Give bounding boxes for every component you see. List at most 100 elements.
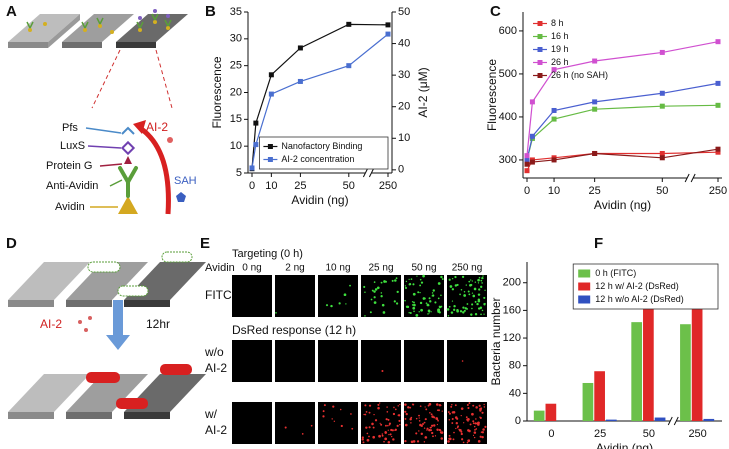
panel-label: B	[205, 3, 216, 20]
point-marker	[551, 67, 557, 73]
cell-dot	[371, 422, 374, 426]
x-axis-label: Avidin (ng)	[291, 193, 348, 207]
cell-dot	[413, 303, 416, 307]
cell-dot	[441, 278, 444, 280]
cell-dot	[484, 425, 487, 428]
cell-dot	[415, 432, 418, 435]
panel-label: E	[200, 235, 210, 252]
cell-dot	[379, 402, 381, 404]
point-marker	[268, 72, 274, 78]
cell-dot	[438, 305, 442, 309]
cell-dot	[479, 435, 482, 438]
micrograph	[361, 340, 401, 382]
cell-dot	[484, 289, 486, 291]
cell-dot	[419, 292, 421, 294]
cell-dot	[456, 309, 459, 313]
cell-dot	[404, 417, 407, 420]
cell-dot	[415, 417, 418, 420]
cell-dot	[331, 418, 333, 420]
micrograph	[232, 275, 272, 317]
x-tick-label: 25	[294, 180, 306, 192]
cell-dot	[462, 306, 465, 309]
cell-dot	[468, 280, 471, 283]
cell-dot	[451, 300, 454, 302]
cell-dot	[431, 292, 434, 294]
legend-marker	[267, 157, 273, 162]
cell-dot	[437, 297, 440, 300]
cell-dot	[387, 429, 389, 431]
ai2-molecule	[167, 137, 173, 143]
cell-dot	[398, 419, 401, 422]
x-tick-label: 0	[524, 185, 530, 197]
pfs-shape	[121, 126, 135, 135]
cell-dot	[481, 435, 484, 439]
cell-dot	[468, 429, 471, 433]
legend-label: 12 h w/ AI-2 (DsRed)	[595, 281, 679, 291]
point-marker	[268, 91, 274, 97]
series-line	[526, 82, 719, 161]
cell-dot	[380, 295, 383, 298]
cell-dot	[397, 405, 399, 407]
cell-dot	[474, 281, 477, 283]
cell-dot	[437, 419, 439, 422]
cell-dot	[376, 286, 380, 290]
cell-dot	[449, 437, 452, 441]
x-tick-label: 50	[643, 428, 655, 440]
cell-dot	[349, 284, 351, 287]
micrograph	[447, 340, 487, 382]
column-label: 2 ng	[285, 263, 304, 274]
bar	[605, 419, 617, 421]
slide	[8, 262, 90, 300]
cell-dot	[388, 434, 390, 436]
cell-dot	[373, 290, 376, 293]
cell-dot	[435, 403, 439, 406]
cell-dot	[466, 303, 469, 305]
cell-dot	[325, 304, 329, 307]
cell-dot	[434, 435, 437, 437]
cell-dot	[434, 301, 437, 304]
cell-dot	[377, 406, 380, 410]
legend-swatch	[578, 295, 591, 304]
cell-dot	[374, 288, 378, 291]
cell-dot	[471, 307, 473, 310]
cell-dot	[438, 409, 440, 412]
point-marker	[524, 161, 530, 167]
cell-dot	[483, 296, 486, 299]
bar	[545, 403, 557, 421]
cell-dot	[363, 285, 366, 288]
y-tick-label: 35	[230, 6, 242, 18]
x-tick-label: 25	[589, 185, 601, 197]
cell-dot	[405, 280, 408, 283]
y-tick-label: 200	[503, 277, 521, 289]
point-marker	[551, 157, 557, 163]
point-marker	[715, 146, 721, 152]
legend-frame	[258, 136, 389, 170]
cell-dot	[438, 311, 441, 314]
cell-dot	[340, 424, 343, 428]
y-axis-label: Bacteria number	[489, 297, 503, 385]
cell-dot	[467, 406, 470, 410]
cell-dot	[419, 405, 422, 408]
cell-dot	[392, 438, 395, 441]
y2-axis-label: AI-2 (μM)	[416, 67, 430, 117]
cell-dot	[481, 411, 484, 414]
legend-label: 26 h	[551, 57, 569, 67]
cell-dot	[431, 295, 433, 297]
x-tick-label: 250	[709, 185, 727, 197]
cell-dot	[363, 413, 365, 416]
cell-dot	[386, 406, 388, 408]
cell-dot	[345, 303, 347, 305]
cell-dot	[369, 311, 372, 314]
component-label: Pfs	[62, 122, 78, 134]
x-tick-label: 0	[249, 180, 255, 192]
cell-dot	[481, 282, 483, 284]
cell-dot	[404, 299, 406, 302]
cell-dot	[333, 420, 336, 422]
cell-dot	[429, 300, 432, 303]
cell-dot	[343, 293, 347, 297]
cell-dot	[480, 313, 482, 316]
cell-dot	[456, 283, 459, 287]
avidin-shape	[118, 196, 138, 214]
bar	[654, 417, 666, 421]
antibodies	[26, 13, 172, 29]
